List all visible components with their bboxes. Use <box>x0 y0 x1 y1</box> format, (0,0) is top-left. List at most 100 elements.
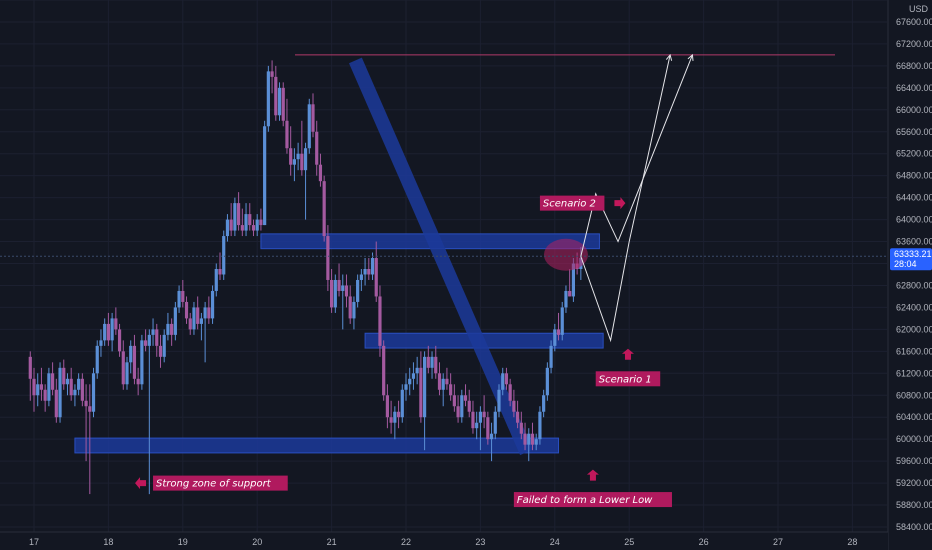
annotations: Scenario 2 Scenario 1 Strong zone of suppo… <box>135 195 672 508</box>
candle-body <box>263 126 267 226</box>
candle-body <box>170 323 174 335</box>
time-tick-label: 28 <box>847 537 857 547</box>
candle-body <box>73 389 77 396</box>
scenario-path <box>580 54 671 343</box>
candle-body <box>545 367 549 396</box>
candle-body <box>266 71 270 127</box>
candle-body <box>315 131 319 165</box>
candle-body <box>214 269 218 291</box>
candle-body <box>426 356 430 368</box>
candle-body <box>192 307 196 330</box>
candle-body <box>556 329 561 335</box>
scenario-arrowhead <box>687 53 694 61</box>
candle-body <box>460 395 464 418</box>
price-tick-label: 60800.00 <box>896 390 932 400</box>
candle-body <box>512 400 516 412</box>
price-tick-label: 64400.00 <box>896 193 932 203</box>
candle-body <box>51 373 55 390</box>
price-axis[interactable]: USD 58400.00 58800.00 59200.00 59600.00 60000… <box>887 0 932 550</box>
candle-body <box>322 181 326 237</box>
candle-body <box>542 395 546 412</box>
candle-body <box>530 433 535 445</box>
candle-body <box>441 378 445 390</box>
candle-body <box>534 439 538 445</box>
candle-body <box>125 362 129 385</box>
candle-body <box>553 329 557 346</box>
price-tick-label: 65600.00 <box>896 127 932 137</box>
candle-body <box>36 384 40 396</box>
annotation-text: Scenario 1 <box>599 374 652 385</box>
candle-body <box>158 345 163 357</box>
candle-body <box>173 307 177 335</box>
candles <box>28 60 583 495</box>
candle-body <box>486 417 490 440</box>
candle-body <box>471 411 475 429</box>
time-tick-label: 25 <box>624 537 634 547</box>
candle-body <box>419 367 423 418</box>
time-tick-label: 19 <box>178 537 188 547</box>
annotation-background <box>539 195 605 211</box>
annotation-label: Failed to form a Lower Low <box>513 492 672 508</box>
candle-body <box>571 263 575 297</box>
candle-body <box>300 153 304 171</box>
candle-body <box>527 433 531 445</box>
candle-body <box>452 395 456 407</box>
candle-body <box>225 219 230 237</box>
price-tick-label: 61200.00 <box>896 368 932 378</box>
candle-body <box>248 214 252 226</box>
candle-body <box>296 153 300 160</box>
price-tick-label: 63600.00 <box>896 237 932 247</box>
candle-body <box>136 378 140 385</box>
countdown-text: 28:04 <box>894 259 917 269</box>
candle-body <box>292 159 296 165</box>
candle-body <box>147 334 151 346</box>
time-tick-label: 27 <box>773 537 783 547</box>
price-tick-label: 66800.00 <box>896 61 932 71</box>
candle-body <box>207 307 211 319</box>
candle-body <box>411 373 416 379</box>
time-tick-label: 23 <box>475 537 485 547</box>
candle-body <box>210 290 215 319</box>
candle-body <box>307 104 311 149</box>
candle-body <box>445 378 449 385</box>
candle-body <box>456 406 460 418</box>
candle-body <box>348 296 352 319</box>
candle-body <box>117 329 122 352</box>
annotation-label: Strong zone of support <box>153 475 288 491</box>
candle-body <box>523 433 527 445</box>
candle-body <box>218 269 222 275</box>
annotation-text: Strong zone of support <box>156 479 272 490</box>
price-tick-label: 59200.00 <box>896 478 932 488</box>
candle-body <box>538 411 542 440</box>
candle-body <box>140 340 144 385</box>
candle-body <box>47 373 51 401</box>
candle-body <box>482 411 486 418</box>
candle-body <box>404 384 408 390</box>
annotation-text: Scenario 2 <box>543 199 596 210</box>
price-tick-label: 60400.00 <box>896 412 932 422</box>
annotation-label: Scenario 1 <box>595 371 661 387</box>
time-tick-label: 21 <box>327 537 337 547</box>
candle-body <box>65 378 70 385</box>
price-tick-label: 58400.00 <box>896 522 932 532</box>
candle-body <box>408 378 412 385</box>
candle-body <box>184 301 189 319</box>
price-tick-label: 64000.00 <box>896 215 932 225</box>
time-axis[interactable]: 17 18 19 20 21 22 23 24 25 26 27 28 <box>0 531 888 550</box>
candle-body <box>281 87 285 121</box>
candle-body <box>330 279 334 308</box>
candle-body <box>344 285 349 297</box>
price-tick-label: 60000.00 <box>896 434 932 444</box>
candle-body <box>393 411 397 423</box>
candle-body <box>28 356 32 379</box>
candle-body <box>467 400 471 412</box>
highlight-circle <box>543 238 588 271</box>
candle-body <box>251 225 256 231</box>
candle-body <box>199 318 203 324</box>
candle-body <box>564 290 568 308</box>
candle-body <box>95 345 99 374</box>
candle-body <box>415 367 419 374</box>
scenario-path <box>580 54 693 257</box>
